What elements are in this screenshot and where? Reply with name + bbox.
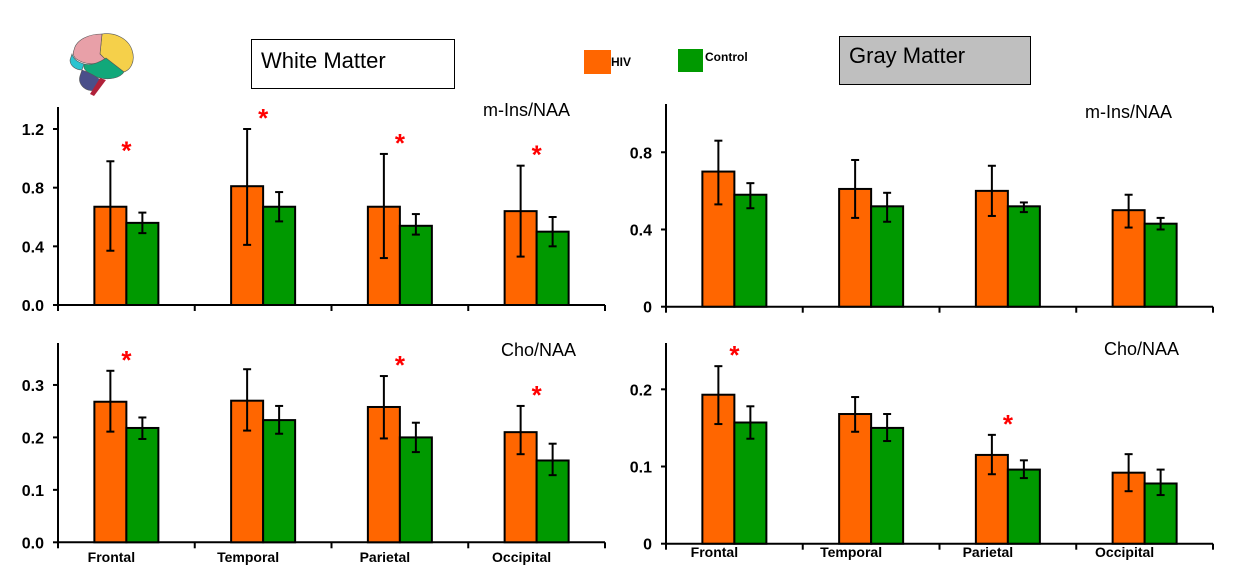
bar-control — [1143, 222, 1178, 308]
y-tick-label: 0.2 — [630, 382, 652, 399]
significance-asterisk: * — [532, 140, 543, 170]
category-label: Frontal — [691, 544, 738, 560]
legend-label-hiv: HIV — [611, 55, 632, 69]
bar-control — [1006, 468, 1041, 545]
bar-control — [870, 205, 905, 308]
bar-control — [262, 205, 297, 307]
chart-title: Cho/NAA — [1104, 339, 1179, 359]
legend-label-control: Control — [705, 50, 748, 64]
y-tick-label: 0.1 — [22, 483, 44, 500]
y-tick-label: 0.3 — [22, 378, 44, 395]
bar-control — [398, 224, 433, 306]
white-matter-label: White Matter — [251, 39, 455, 89]
bar-control — [125, 221, 160, 306]
y-tick-label: 0.4 — [22, 239, 44, 256]
legend-swatch-control — [678, 49, 703, 72]
bar-control — [125, 426, 160, 544]
category-label: Parietal — [963, 544, 1014, 560]
category-label: Occipital — [492, 549, 551, 565]
chart-title: m-Ins/NAA — [1085, 102, 1172, 122]
bar-control — [870, 426, 905, 545]
y-tick-label: 1.2 — [22, 122, 44, 139]
significance-asterisk: * — [532, 380, 543, 410]
significance-asterisk: * — [395, 128, 406, 158]
bar-hiv — [1111, 209, 1146, 308]
significance-asterisk: * — [395, 350, 406, 380]
bar-control — [398, 436, 433, 544]
bar-control — [733, 421, 768, 545]
bar-control — [1006, 205, 1041, 308]
significance-asterisk: * — [121, 345, 132, 375]
chart-gm-cho: 0 0.1 0.2 Cho/NAA * Frontal Temporal * Parietal O… — [630, 339, 1214, 560]
significance-asterisk: * — [729, 340, 740, 370]
category-label: Temporal — [820, 544, 882, 560]
bar-control — [733, 193, 768, 308]
bar-control — [262, 419, 297, 544]
significance-asterisk: * — [1003, 409, 1014, 439]
category-label: Frontal — [88, 549, 135, 565]
legend-swatch-hiv — [584, 50, 611, 74]
brain-stem — [90, 78, 106, 96]
chart-gm-mins: 0 0.4 0.8 m-Ins/NAA — [630, 102, 1214, 317]
gray-matter-label: Gray Matter — [839, 36, 1031, 85]
y-tick-label: 0 — [643, 300, 652, 317]
chart-title: m-Ins/NAA — [483, 100, 570, 120]
category-label: Temporal — [217, 549, 279, 565]
brain-illustration-icon — [69, 33, 134, 96]
category-label: Parietal — [360, 549, 411, 565]
y-tick-label: 0.8 — [22, 181, 44, 198]
chart-title: Cho/NAA — [501, 340, 576, 360]
bar-hiv — [838, 413, 873, 545]
y-tick-label: 0.1 — [630, 460, 652, 477]
significance-asterisk: * — [258, 103, 269, 133]
y-tick-label: 0.2 — [22, 430, 44, 447]
y-tick-label: 0.8 — [630, 145, 652, 162]
y-tick-label: 0 — [643, 537, 652, 554]
significance-asterisk: * — [121, 135, 132, 165]
chart-wm-cho: 0.0 0.1 0.2 0.3 Cho/NAA * Frontal Temporal * Pari… — [22, 340, 606, 565]
y-tick-label: 0.4 — [630, 222, 652, 239]
chart-wm-mins: 0.0 0.4 0.8 1.2 m-Ins/NAA * * * * — [22, 100, 606, 315]
y-tick-label: 0.0 — [22, 535, 44, 552]
category-label: Occipital — [1095, 544, 1154, 560]
y-tick-label: 0.0 — [22, 298, 44, 315]
